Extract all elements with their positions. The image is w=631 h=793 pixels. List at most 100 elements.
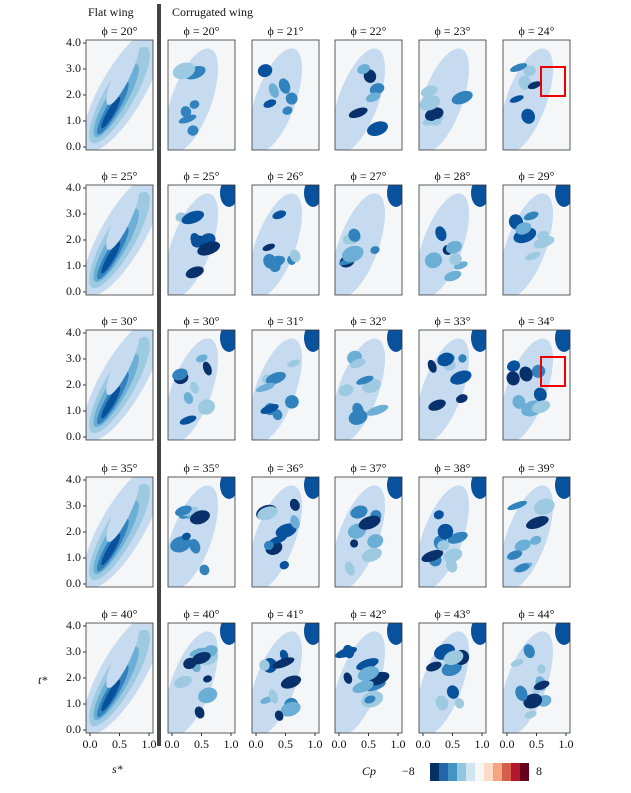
contour xyxy=(527,81,542,90)
contour xyxy=(185,266,204,279)
panel-title: ϕ = 41° xyxy=(268,607,304,621)
panel-frame xyxy=(502,39,571,151)
panel-title: ϕ = 20° xyxy=(184,24,220,38)
contour xyxy=(220,330,235,352)
colorbar-swatch xyxy=(457,763,466,781)
contours xyxy=(503,185,570,295)
panel-frame xyxy=(418,184,487,296)
x-tick-label: 0.5 xyxy=(445,737,460,751)
colorbar-swatch xyxy=(520,763,529,781)
contour xyxy=(437,523,454,540)
contour xyxy=(197,241,221,256)
contours xyxy=(252,185,319,295)
contour xyxy=(289,249,301,263)
corrugated-header: Corrugated wing xyxy=(172,5,253,19)
x-tick-label: 0.5 xyxy=(361,737,376,751)
contour xyxy=(437,540,450,551)
contour xyxy=(170,536,192,553)
x-tick-label: 0.5 xyxy=(529,737,544,751)
x-tick-label: 0.0 xyxy=(416,737,431,751)
panel-frame xyxy=(502,329,571,441)
contour xyxy=(191,652,211,665)
panel-title: ϕ = 42° xyxy=(351,607,387,621)
contour xyxy=(106,186,140,250)
contour xyxy=(435,226,447,242)
contour xyxy=(446,559,458,573)
contour xyxy=(537,664,546,674)
panel-frame xyxy=(502,476,571,588)
contour xyxy=(168,193,219,295)
contour xyxy=(189,647,207,657)
x-tick-label: 0.5 xyxy=(278,737,293,751)
contour xyxy=(287,359,301,368)
contour xyxy=(168,48,219,150)
panel-title: ϕ = 34° xyxy=(519,314,555,328)
contours xyxy=(252,48,303,150)
contour xyxy=(503,631,554,733)
contour xyxy=(304,330,319,352)
panel-title: ϕ = 23° xyxy=(435,24,471,38)
colorbar-label: Cp xyxy=(362,764,376,778)
y-tick-label: 1.0 xyxy=(66,550,81,564)
contour xyxy=(174,675,192,689)
x-tick-label: 0.5 xyxy=(194,737,209,751)
contour xyxy=(444,270,462,282)
panel-title: ϕ = 37° xyxy=(351,461,387,475)
y-tick-label: 3.0 xyxy=(66,206,81,220)
contour xyxy=(352,402,364,417)
contour xyxy=(350,539,359,548)
contour xyxy=(275,523,297,538)
contour xyxy=(357,64,371,75)
colorbar-min: −8 xyxy=(402,764,415,778)
contour xyxy=(179,415,197,425)
y-tick-label: 2.0 xyxy=(66,377,81,391)
contour xyxy=(458,354,467,363)
contours xyxy=(419,185,486,295)
panel-title: ϕ = 39° xyxy=(519,461,555,475)
contour xyxy=(290,515,300,529)
contour xyxy=(269,262,281,273)
panel-frame xyxy=(334,184,403,296)
contours xyxy=(335,477,402,587)
contour xyxy=(259,659,270,671)
y-tick-label: 3.0 xyxy=(66,351,81,365)
contour xyxy=(530,535,542,545)
contours xyxy=(86,185,153,295)
contour xyxy=(282,106,293,115)
contour xyxy=(198,399,215,415)
contour xyxy=(364,695,376,704)
y-tick-label: 2.0 xyxy=(66,670,81,684)
y-tick-label: 4.0 xyxy=(66,325,81,339)
contour xyxy=(348,107,368,119)
contour xyxy=(181,532,191,541)
contour xyxy=(198,687,218,704)
contour xyxy=(106,624,140,688)
contours xyxy=(419,623,486,733)
y-tick-label: 3.0 xyxy=(66,498,81,512)
contour xyxy=(471,623,486,645)
contour xyxy=(365,92,381,103)
x-axis-label: s* xyxy=(112,762,123,776)
contour xyxy=(537,230,549,240)
contour xyxy=(471,330,486,352)
contours xyxy=(168,330,235,440)
highlight-box xyxy=(540,66,566,97)
panel-frame xyxy=(334,39,403,151)
y-tick-label: 1.0 xyxy=(66,258,81,272)
panel-frame xyxy=(251,39,320,151)
contour xyxy=(180,106,192,118)
contour xyxy=(424,107,444,121)
y-tick-label: 0.0 xyxy=(66,284,81,298)
contour xyxy=(279,561,289,570)
contour xyxy=(507,500,527,511)
y-tick-label: 0.0 xyxy=(66,139,81,153)
y-tick-label: 0.0 xyxy=(66,722,81,736)
contour xyxy=(369,83,385,95)
contour xyxy=(555,623,570,645)
contour xyxy=(220,185,235,207)
contour xyxy=(424,252,443,269)
panel-title: ϕ = 40° xyxy=(184,607,220,621)
x-tick-label: 1.0 xyxy=(308,737,323,751)
panel-frame xyxy=(167,39,236,151)
x-tick-label: 1.0 xyxy=(475,737,490,751)
